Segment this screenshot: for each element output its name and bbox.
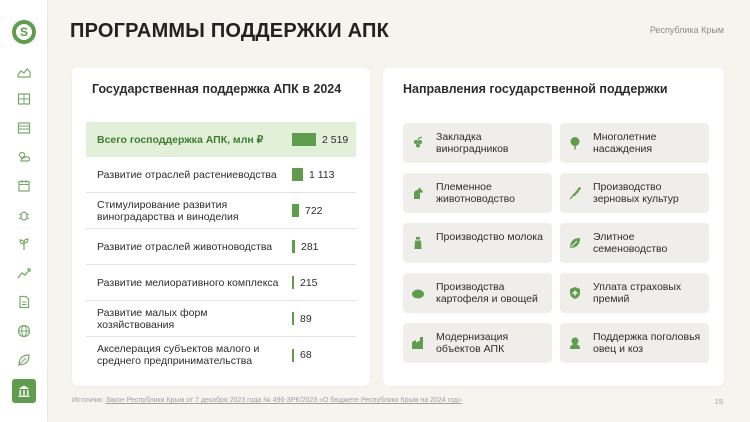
page-title: ПРОГРАММЫ ПОДДЕРЖКИ АПК [70,20,389,42]
row-label: Развитие мелиоративного комплекса [97,276,279,289]
milk-icon [414,237,422,249]
direction-tile[interactable]: Элитное семеноводство [560,223,709,263]
tile-label: Производство зерновых культур [593,181,679,205]
tile-label: Производства картофеля и овощей [436,281,538,305]
logo-letter: S [16,24,32,40]
plant-icon[interactable] [15,235,33,253]
tile-label: Поддержка поголовья овец и коз [593,331,701,355]
direction-tile[interactable]: Многолетние насаждения [560,123,709,163]
direction-tile[interactable]: Племенное животноводство [403,173,552,213]
table-row: Развитие отраслей животноводства 281 [86,229,356,265]
value-bar [292,133,316,146]
weather-icon[interactable] [15,148,33,166]
factory-icon [412,337,423,349]
table-row: Стимулирование развития виноградарства и… [86,193,356,229]
shield-icon [570,287,580,299]
wheat-icon [569,187,581,200]
source-link[interactable]: Закон Республики Крым от 7 декабря 2023 … [105,397,462,404]
tile-label: Племенное животноводство [436,181,515,205]
field-icon[interactable] [15,119,33,137]
row-value: 722 [305,204,323,217]
row-value: 68 [300,349,312,361]
sheep-icon [570,337,580,349]
direction-tile[interactable]: Производства картофеля и овощей [403,273,552,313]
tile-label: Закладка виноградников [436,131,509,155]
support-amounts-card: Государственная поддержка АПК в 2024 Все… [72,68,370,386]
region-label: Республика Крым [649,25,724,35]
row-label: Развитие малых форм хозяйствования [97,306,208,331]
table-row: Акселерация субъектов малого и среднего … [86,337,356,373]
table-row: Развитие малых форм хозяйствования 89 [86,301,356,337]
direction-tile[interactable]: Поддержка поголовья овец и коз [560,323,709,363]
page-number: 15 [714,397,723,406]
chart-icon[interactable] [15,264,33,282]
calendar-icon[interactable] [15,177,33,195]
direction-tile[interactable]: Модернизация объектов АПК [403,323,552,363]
grape-icon [414,136,423,148]
row-value: 2 519 [322,133,349,146]
card-title: Государственная поддержка АПК в 2024 [92,82,342,96]
tile-label: Многолетние насаждения [593,131,657,155]
potato-icon [412,289,424,299]
value-bar [292,240,295,253]
value-bar [292,276,294,289]
logo[interactable]: S [12,20,36,44]
tree-icon [570,137,580,150]
row-label: Акселерация субъектов малого и среднего … [97,343,260,367]
row-label: Стимулирование развития виноградарства и… [97,198,239,223]
direction-tile[interactable]: Производство зерновых культур [560,173,709,213]
row-value: 1 113 [309,168,335,181]
table-row-total: Всего господдержка АПК, млн ₽ 2 519 [86,122,356,157]
table-row: Развитие мелиоративного комплекса 215 [86,265,356,301]
value-bar [292,312,294,325]
source-prefix: Источник: [72,397,106,404]
tile-label: Элитное семеноводство [593,231,668,255]
value-bar [292,348,294,362]
tile-label: Производство молока [436,231,543,243]
value-bar [292,168,303,181]
row-label: Развитие отраслей животноводства [97,240,273,253]
map-icon[interactable] [15,64,33,82]
support-directions-card: Направления государственной поддержки За… [383,68,724,386]
bug-icon[interactable] [15,206,33,224]
direction-tile[interactable]: Производство молока [403,223,552,263]
row-value: 215 [300,276,318,289]
sidebar: S [0,0,48,422]
row-label: Всего господдержка АПК, млн ₽ [97,133,264,146]
direction-tile[interactable]: Закладка виноградников [403,123,552,163]
grid-icon[interactable] [15,90,33,108]
row-value: 281 [301,240,319,253]
row-label: Развитие отраслей растениеводства [97,168,277,181]
table-row: Развитие отраслей растениеводства 1 113 [86,157,356,193]
card-title: Направления государственной поддержки [403,82,668,96]
globe-icon[interactable] [15,322,33,340]
seed-leaf-icon [570,238,580,248]
horse-icon [414,187,423,199]
leaf-icon[interactable] [15,351,33,369]
row-value: 89 [300,312,312,325]
bank-icon[interactable] [12,379,36,403]
tile-label: Уплата страховых премий [593,281,682,305]
document-icon[interactable] [15,293,33,311]
value-bar [292,204,299,217]
source-note: Источник: Закон Республики Крым от 7 дек… [72,397,462,404]
direction-tile[interactable]: Уплата страховых премий [560,273,709,313]
tile-label: Модернизация объектов АПК [436,331,509,355]
